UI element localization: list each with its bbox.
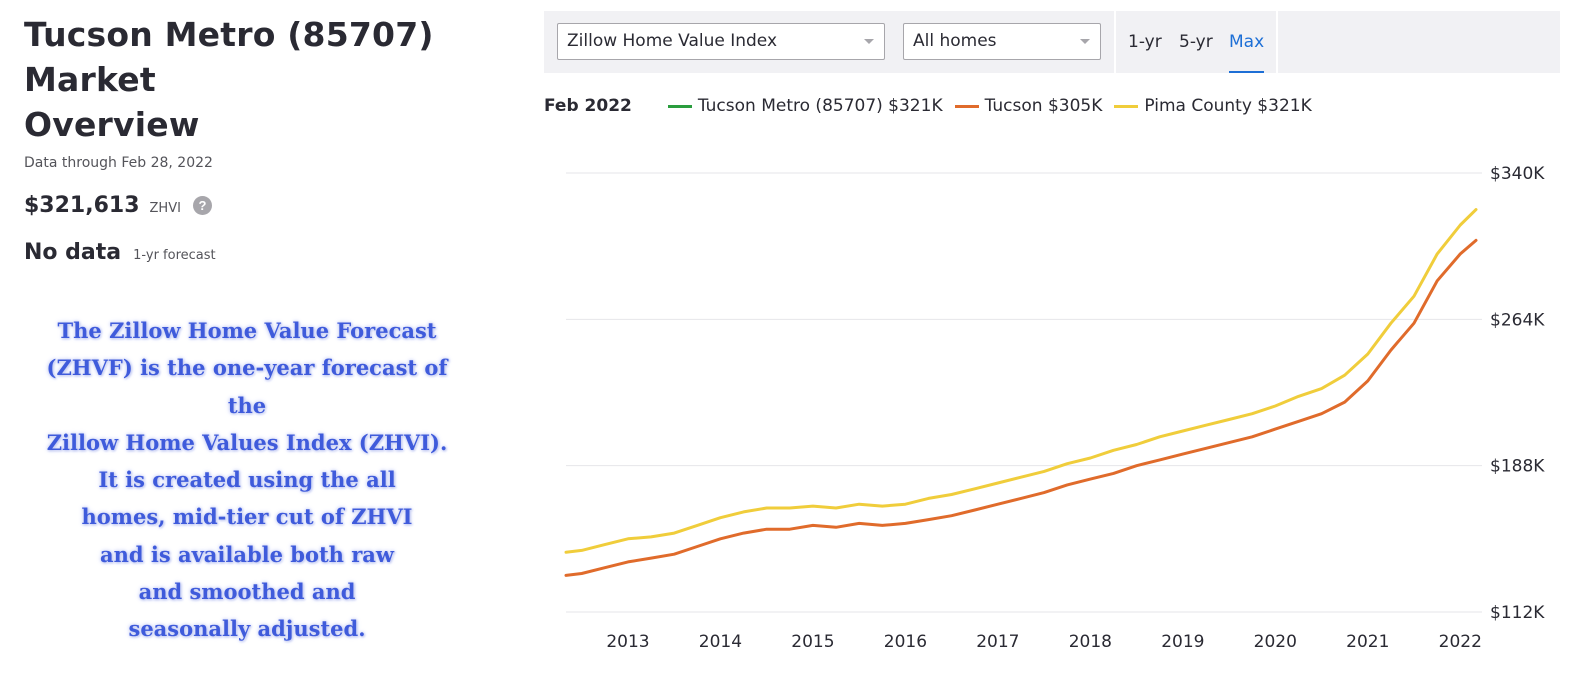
y-tick-label: $188K xyxy=(1490,457,1545,477)
x-tick-label: 2019 xyxy=(1161,632,1204,652)
legend-label: Tucson $305K xyxy=(984,96,1103,116)
y-tick-label: $264K xyxy=(1490,310,1545,330)
legend-item-tucson-metro: Tucson Metro (85707) $321K xyxy=(667,96,943,116)
chart-toolbar: Zillow Home Value Index All homes 1-yr 5… xyxy=(544,11,1560,73)
legend-swatch xyxy=(1114,104,1139,108)
y-tick-label: $112K xyxy=(1490,603,1545,623)
tab-5-yr[interactable]: 5-yr xyxy=(1179,32,1213,52)
legend-item-pima-county: Pima County $321K xyxy=(1114,96,1312,116)
note-line: (ZHVF) is the one-year forecast of the xyxy=(46,355,448,418)
x-tick-label: 2014 xyxy=(699,632,742,652)
note-line: and is available both raw xyxy=(99,541,394,567)
page-title-line1: Tucson Metro (85707) Market xyxy=(24,15,434,99)
note-line: seasonally adjusted. xyxy=(128,616,366,642)
legend-date: Feb 2022 xyxy=(544,96,632,116)
home-type-select[interactable]: All homes xyxy=(903,23,1101,60)
legend-label: Tucson Metro (85707) $321K xyxy=(697,96,943,116)
zhvi-label: ZHVI xyxy=(149,201,181,216)
overview-panel: Tucson Metro (85707) Market Overview Dat… xyxy=(24,12,524,265)
x-tick-label: 2021 xyxy=(1346,632,1389,652)
metric-select-value: Zillow Home Value Index xyxy=(567,31,778,51)
legend-label: Pima County $321K xyxy=(1144,96,1312,116)
note-line: Zillow Home Values Index (ZHVI). xyxy=(46,429,448,455)
tab-max[interactable]: Max xyxy=(1229,11,1265,73)
zhvf-explanation-note: The Zillow Home Value Forecast (ZHVF) is… xyxy=(32,312,462,648)
legend-swatch xyxy=(667,104,692,108)
zhvi-row: $321,613 ZHVI ? xyxy=(24,193,524,218)
tab-1-yr[interactable]: 1-yr xyxy=(1128,32,1162,52)
chevron-down-icon xyxy=(1080,39,1090,44)
series-line-tucson xyxy=(564,238,1478,577)
x-tick-label: 2016 xyxy=(884,632,927,652)
data-through-date: Data through Feb 28, 2022 xyxy=(24,155,213,171)
note-line: homes, mid-tier cut of ZHVI xyxy=(81,504,413,530)
note-line: The Zillow Home Value Forecast xyxy=(57,318,437,343)
note-line: It is created using the all xyxy=(98,467,396,493)
x-tick-label: 2015 xyxy=(791,632,834,652)
chart-legend: Feb 2022 Tucson Metro (85707) $321K Tucs… xyxy=(544,94,1324,118)
legend-swatch xyxy=(954,104,979,108)
zhvi-value: $321,613 xyxy=(24,193,140,218)
metric-select[interactable]: Zillow Home Value Index xyxy=(557,23,885,60)
home-type-select-value: All homes xyxy=(913,31,997,51)
page-title: Tucson Metro (85707) Market Overview xyxy=(24,12,524,147)
forecast-label: 1-yr forecast xyxy=(133,248,216,263)
y-tick-label: $340K xyxy=(1490,164,1545,184)
legend-item-tucson: Tucson $305K xyxy=(954,96,1103,116)
page-title-line2: Overview xyxy=(24,105,200,144)
x-tick-label: 2017 xyxy=(976,632,1019,652)
note-line: and smoothed and xyxy=(138,579,356,605)
x-tick-label: 2013 xyxy=(606,632,649,652)
home-value-line-chart[interactable]: $112K $188K $264K $340K 2013 2014 2015 2016 2017… xyxy=(544,150,1580,675)
series-line-pima-county xyxy=(564,208,1478,554)
x-tick-label: 2018 xyxy=(1069,632,1112,652)
x-tick-label: 2020 xyxy=(1254,632,1297,652)
time-range-tabs: 1-yr 5-yr Max xyxy=(1114,11,1278,73)
x-tick-label: 2022 xyxy=(1439,632,1482,652)
forecast-value: No data xyxy=(24,240,122,265)
help-icon[interactable]: ? xyxy=(192,196,212,215)
forecast-row: No data 1-yr forecast xyxy=(24,240,524,265)
chevron-down-icon xyxy=(864,39,874,44)
